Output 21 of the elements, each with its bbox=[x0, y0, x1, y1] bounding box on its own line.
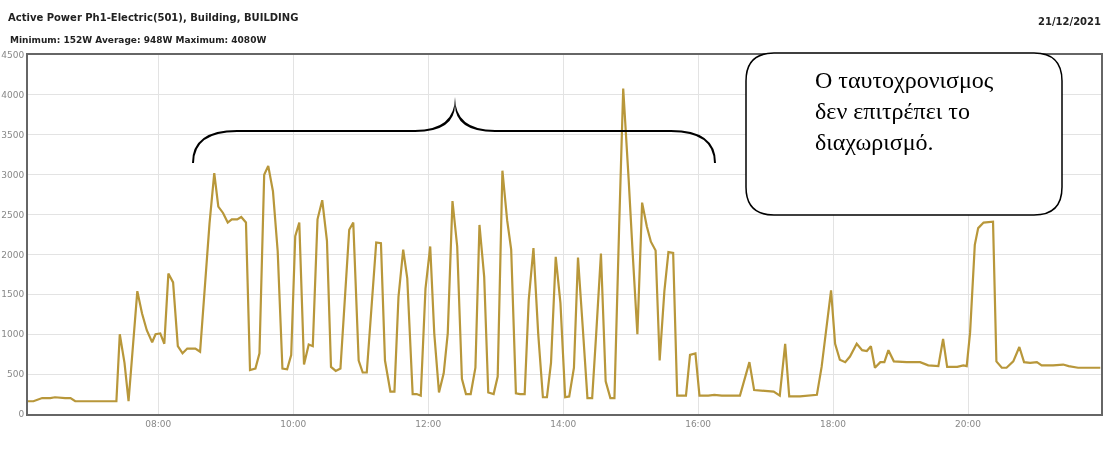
y-tick-label: 2500 bbox=[1, 209, 25, 220]
x-tick-label: 12:00 bbox=[415, 418, 442, 429]
chart-subtitle: Minimum: 152W Average: 948W Maximum: 4080W bbox=[10, 35, 267, 45]
y-tick-label: 4500 bbox=[1, 50, 25, 61]
y-tick-label: 1500 bbox=[1, 289, 25, 300]
y-tick-label: 1000 bbox=[1, 329, 25, 340]
x-tick-label: 08:00 bbox=[145, 418, 172, 429]
y-tick-label: 4000 bbox=[1, 90, 25, 101]
x-tick-label: 14:00 bbox=[550, 418, 577, 429]
annotation: Ο ταυτοχρονισμος δεν επιτρέπει το διαχωρισμό. bbox=[815, 67, 994, 156]
y-tick-label: 0 bbox=[18, 409, 25, 420]
x-tick-label: 16:00 bbox=[685, 418, 712, 429]
x-tick-label: 18:00 bbox=[820, 418, 847, 429]
y-tick-label: 3500 bbox=[1, 129, 25, 140]
y-tick-label: 2000 bbox=[1, 249, 25, 260]
y-tick-label: 500 bbox=[7, 369, 25, 380]
y-tick-label: 3000 bbox=[1, 169, 25, 180]
chart-title: Active Power Ph1-Electric(501), Building, BUILDING bbox=[8, 11, 299, 23]
x-tick-label: 10:00 bbox=[280, 418, 307, 429]
x-tick-label: 20:00 bbox=[955, 418, 982, 429]
text: 21/12/2021 bbox=[1038, 16, 1102, 27]
